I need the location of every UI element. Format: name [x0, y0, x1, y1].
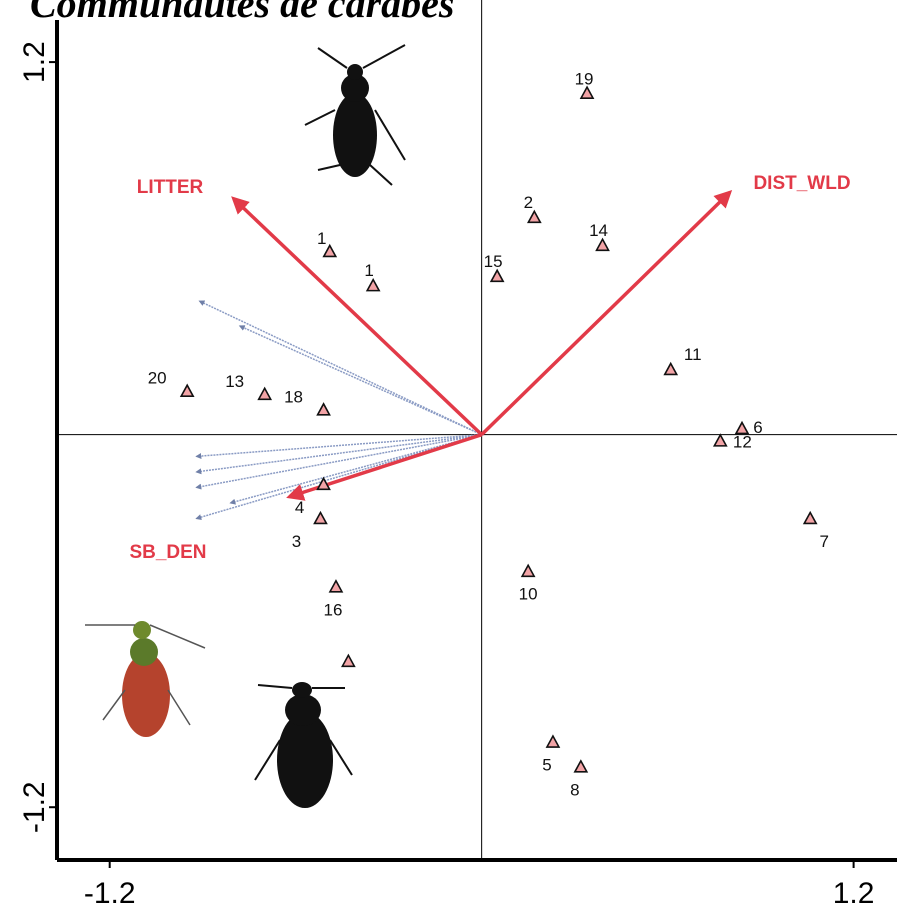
- point-label: 2: [524, 193, 533, 212]
- point-label: 7: [819, 532, 828, 551]
- point-label: 13: [225, 372, 244, 391]
- point-label: 16: [324, 600, 343, 619]
- arrow-label: DIST_WLD: [753, 173, 850, 194]
- site-point: [528, 211, 540, 222]
- species-vector: [240, 326, 482, 435]
- point-label: 4: [295, 498, 304, 517]
- species-vector: [231, 435, 482, 503]
- y-tick-label: -1.2: [18, 781, 51, 833]
- x-tick-label: 1.2: [833, 877, 875, 910]
- site-point: [259, 388, 271, 399]
- arrow-label: SB_DEN: [129, 542, 206, 563]
- point-label: 3: [292, 532, 301, 551]
- chart: Communautés de carabes -1.2 1.2 -1.2 1.2 LIT…: [0, 0, 899, 914]
- site-point: [367, 280, 379, 291]
- species-vector: [200, 301, 482, 435]
- x-tick-label: -1.2: [84, 877, 136, 910]
- point-label: 20: [148, 369, 167, 388]
- site-point: [804, 512, 816, 523]
- point-label: 10: [519, 585, 538, 604]
- point-label: 8: [570, 780, 579, 799]
- site-point: [547, 736, 559, 747]
- site-point: [522, 565, 534, 576]
- point-label: 19: [575, 70, 594, 89]
- page: {"chart_data": { "type": "scatter", "tit…: [0, 0, 899, 914]
- site-point: [181, 385, 193, 396]
- site-point: [597, 239, 609, 250]
- beetle-illustration: [305, 45, 405, 185]
- beetle-illustration: [85, 621, 205, 737]
- point-label: 1: [317, 229, 326, 248]
- beetle-illustration: [255, 682, 352, 808]
- arrow-label: LITTER: [137, 177, 204, 198]
- site-point: [342, 655, 354, 666]
- site-point: [581, 87, 593, 98]
- site-point: [318, 404, 330, 415]
- point-label: 15: [484, 252, 503, 271]
- site-point: [314, 512, 326, 523]
- site-point: [714, 435, 726, 446]
- site-point: [330, 581, 342, 592]
- point-label: 12: [733, 432, 752, 451]
- site-point: [575, 761, 587, 772]
- point-label: 1: [364, 261, 373, 280]
- site-point: [665, 363, 677, 374]
- site-point: [491, 270, 503, 281]
- species-vector: [196, 435, 481, 457]
- point-label: 5: [542, 756, 551, 775]
- point-label: 11: [684, 345, 702, 364]
- point-label: 6: [753, 418, 762, 437]
- y-tick-label: 1.2: [18, 41, 51, 83]
- point-label: 14: [589, 221, 608, 240]
- point-label: 18: [284, 387, 303, 406]
- chart-title: Communautés de carabes: [30, 0, 454, 26]
